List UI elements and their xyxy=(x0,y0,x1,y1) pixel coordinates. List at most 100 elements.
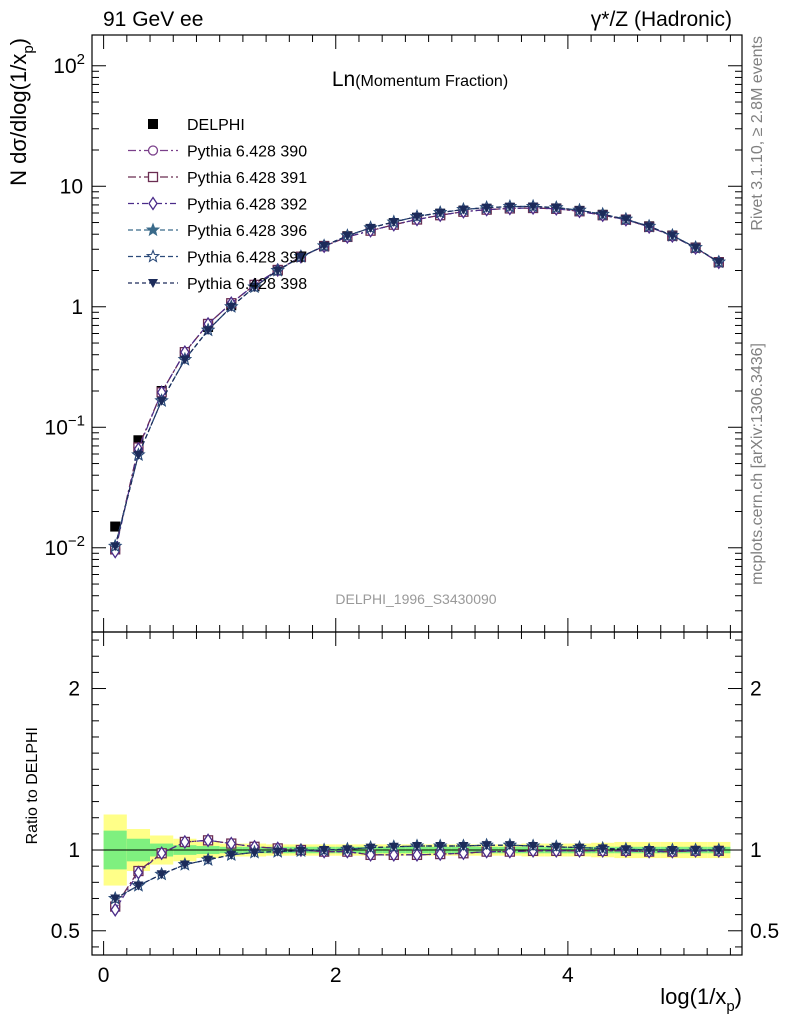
mc-point xyxy=(388,218,399,228)
plot-title: Ln(Momentum Fraction) xyxy=(332,68,508,91)
mc-point xyxy=(203,833,213,848)
mc-point xyxy=(180,834,190,850)
mc-point xyxy=(365,223,376,233)
mc-point xyxy=(147,171,159,183)
mc-point xyxy=(713,846,724,856)
mc-point xyxy=(365,843,376,853)
mc-point xyxy=(110,902,120,917)
mc-point xyxy=(342,845,353,855)
mc-point xyxy=(597,844,608,854)
mc-point xyxy=(597,210,608,220)
y-tick-label: 10 xyxy=(60,175,83,198)
y-axis-label: N dσ/dlog(1/xp) xyxy=(6,38,37,186)
mc-point xyxy=(412,847,422,863)
legend-label: Pythia 6.428 390 xyxy=(187,144,307,161)
y-tick-label: 102 xyxy=(53,51,85,78)
legend-label: Pythia 6.428 392 xyxy=(187,197,307,214)
mc-point xyxy=(295,846,306,856)
mc-point xyxy=(435,846,445,862)
mc-point xyxy=(226,850,237,860)
mc-point xyxy=(504,841,515,851)
x-tick-label: 0 xyxy=(98,964,110,987)
mc-point xyxy=(179,355,190,365)
mc-point xyxy=(342,231,353,241)
mc-point xyxy=(145,222,161,237)
rivet-version-label: Rivet 3.1.10, ≥ 2.8M events xyxy=(749,36,766,231)
mc-point xyxy=(412,212,422,222)
mc-point xyxy=(147,145,159,156)
x-axis-label: log(1/xp) xyxy=(660,984,742,1015)
y-tick-label: 10−2 xyxy=(45,533,85,560)
mc-point xyxy=(435,208,446,218)
ratio-frame xyxy=(91,631,743,956)
legend-label: DELPHI xyxy=(187,117,245,134)
mc-point xyxy=(574,206,585,216)
energy-label: 91 GeV ee xyxy=(103,8,204,31)
mc-point xyxy=(203,326,214,336)
mc-point xyxy=(435,841,446,851)
mc-point xyxy=(690,846,701,856)
mc-point xyxy=(667,231,678,241)
legend-label: Pythia 6.428 396 xyxy=(187,223,307,240)
data-point xyxy=(148,119,158,129)
mc-point xyxy=(249,848,260,858)
axes xyxy=(91,34,743,956)
mc-point xyxy=(504,202,515,212)
mc-point xyxy=(458,205,469,215)
mc-point xyxy=(551,842,562,852)
mc-point xyxy=(528,202,539,212)
mc-point xyxy=(156,846,167,861)
mc-point xyxy=(110,894,121,904)
mc-point xyxy=(156,396,167,406)
process-label: γ*/Z (Hadronic) xyxy=(590,8,732,31)
chart-text: 0 2 4 10−2 10−1 1 10 102 0.5 0.5 1 1 2 2 Ln(Momentum F… xyxy=(6,36,779,1015)
mc-point xyxy=(179,860,190,870)
ratio-y-tick-label-right: 0.5 xyxy=(750,920,779,943)
y-tick-label: 1 xyxy=(71,296,83,319)
analysis-watermark: DELPHI_1996_S3430090 xyxy=(335,591,496,607)
mc-point xyxy=(389,847,399,863)
ratio-y-axis-label: Ratio to DELPHI xyxy=(24,727,41,844)
legend-label: Pythia 6.428 397 xyxy=(187,250,307,267)
mc-point xyxy=(319,241,330,251)
mc-point xyxy=(295,252,306,262)
data-point xyxy=(133,435,144,446)
mc-point xyxy=(620,845,631,855)
series-line xyxy=(114,205,720,547)
mc-point xyxy=(458,841,469,851)
mc-point xyxy=(319,846,330,856)
main-plot-series xyxy=(108,198,726,559)
mc-point xyxy=(148,279,158,288)
mc-point xyxy=(133,450,144,460)
mc-point xyxy=(528,841,539,851)
mc-point xyxy=(644,222,655,232)
mc-point xyxy=(226,302,237,312)
legend: DELPHI Pythia 6.428 390 Pythia 6.428 391 Py… xyxy=(128,117,307,293)
mc-point xyxy=(148,196,158,211)
mc-point xyxy=(713,258,724,268)
mc-point xyxy=(644,846,655,856)
ratio-y-tick-label: 2 xyxy=(68,678,80,701)
y-tick-label: 10−1 xyxy=(45,412,85,439)
mc-point xyxy=(110,542,121,552)
mc-point xyxy=(133,881,144,891)
mc-point xyxy=(574,843,585,853)
data-point xyxy=(110,521,121,532)
mc-point xyxy=(388,842,399,852)
mcplots-label: mcplots.cern.ch [arXiv:1306.3436] xyxy=(749,343,766,585)
mc-point xyxy=(667,846,678,856)
mc-point xyxy=(551,203,562,213)
legend-label: Pythia 6.428 398 xyxy=(187,276,307,293)
mc-point xyxy=(481,203,492,213)
ratio-y-tick-label-right: 2 xyxy=(750,678,762,701)
mc-point xyxy=(249,282,260,292)
mc-point xyxy=(481,841,492,851)
mc-point xyxy=(145,248,161,263)
ratio-y-tick-label: 0.5 xyxy=(51,920,80,943)
mc-point xyxy=(690,243,701,253)
ratio-plot-series xyxy=(108,833,726,917)
mc-point xyxy=(620,215,631,225)
mc-point xyxy=(156,870,167,880)
mc-point xyxy=(272,847,283,857)
